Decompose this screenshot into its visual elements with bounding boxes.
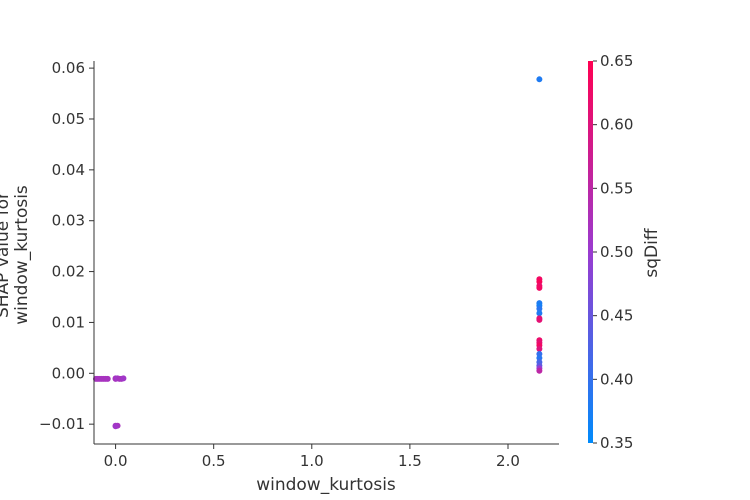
x-axis: 0.0 0.5 1.0 1.5 2.0 (94, 443, 559, 470)
x-tick-label: 0.5 (202, 452, 226, 470)
data-point (536, 367, 543, 374)
x-tick-label: 1.5 (398, 452, 422, 470)
y-tick-label: 0.04 (52, 161, 85, 179)
plot-area (92, 76, 543, 430)
data-point (536, 310, 543, 317)
data-point (536, 284, 543, 291)
y-axis-label-line-2: window_kurtosis (12, 185, 32, 325)
colorbar-tick-label: 0.60 (600, 116, 633, 134)
data-point (536, 345, 543, 352)
data-point (536, 305, 543, 312)
y-tick-label: 0.02 (52, 263, 85, 281)
y-tick-label: 0.06 (52, 59, 85, 77)
data-point (120, 375, 127, 382)
x-tick-label: 0.0 (104, 452, 128, 470)
y-tick-label: −0.01 (39, 415, 85, 433)
colorbar-tick-label: 0.55 (600, 179, 633, 197)
y-tick-label: 0.03 (52, 212, 85, 230)
x-tick-label: 2.0 (496, 452, 520, 470)
x-tick-label: 1.0 (300, 452, 324, 470)
colorbar-label: sqDiff (642, 227, 662, 277)
y-tick-label: 0.01 (52, 313, 85, 331)
data-point (536, 76, 543, 83)
colorbar-tick-label: 0.45 (600, 307, 633, 325)
colorbar-tick-label: 0.50 (600, 243, 633, 261)
y-axis-label-line-1: SHAP value for (0, 192, 13, 318)
colorbar-tick-label: 0.65 (600, 52, 633, 70)
colorbar-tick-label: 0.35 (600, 434, 633, 452)
x-axis-label: window_kurtosis (256, 475, 396, 495)
data-point (104, 375, 111, 382)
y-tick-label: 0.00 (52, 364, 85, 382)
y-axis-label: SHAP value for window_kurtosis (0, 185, 32, 325)
colorbar-gradient (588, 61, 593, 443)
colorbar: 0.35 0.40 0.45 0.50 0.55 0.60 0.65 (588, 52, 633, 452)
colorbar-tick-label: 0.40 (600, 370, 633, 388)
data-point (536, 316, 543, 323)
y-axis: −0.01 0.00 0.01 0.02 0.03 0.04 0.05 0.06 (39, 59, 95, 444)
data-point (112, 423, 119, 430)
y-tick-label: 0.05 (52, 110, 85, 128)
